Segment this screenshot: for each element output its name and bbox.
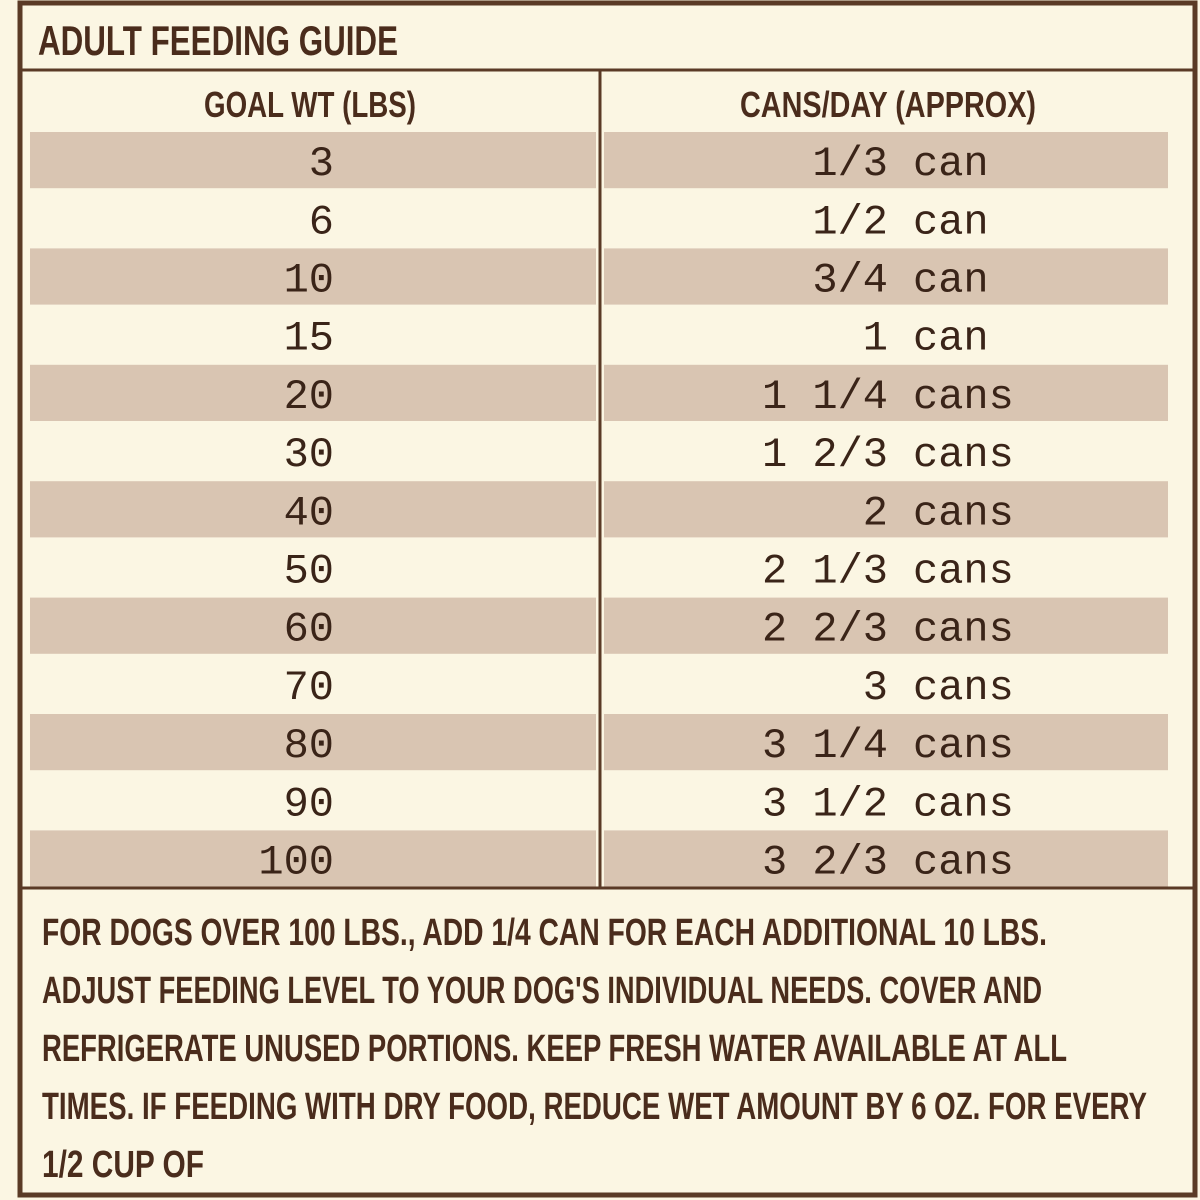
table-body: 3 1/3 can 6 1/2 can 10 3/4 can 15 1 can 20 1 1/4 cans 3… [30,132,1168,887]
row-stripe [604,481,1168,538]
column-header: GOAL WT (LBS) [204,84,416,125]
amount-cell: 1 2/3 [762,431,888,479]
row-stripe [604,830,1168,887]
unit-cell: cans [913,373,1014,421]
amount-cell: 2 2/3 [762,606,888,654]
column-header: CANS/DAY (APPROX) [740,84,1036,125]
row-stripe [30,597,596,654]
row-stripe [604,132,1168,189]
unit-cell: can [913,257,989,305]
unit-cell: cans [913,489,1014,537]
weight-cell: 20 [284,373,334,421]
weight-cell: 70 [284,664,334,712]
row-stripe [30,132,596,189]
title: ADULT FEEDING GUIDE [38,17,398,64]
footer: FOR DOGS OVER 100 LBS., ADD 1/4 CAN FOR … [42,912,1147,1186]
amount-cell: 3 [863,664,888,712]
weight-cell: 15 [284,315,334,363]
amount-cell: 2 1/3 [762,548,888,596]
weight-cell: 100 [258,839,334,887]
row-stripe [604,364,1168,421]
row-stripe [30,364,596,421]
amount-cell: 1 [863,315,888,363]
weight-cell: 80 [284,722,334,770]
amount-cell: 3 2/3 [762,839,888,887]
amount-cell: 1 1/4 [762,373,888,421]
footer-line: FOR DOGS OVER 100 LBS., ADD 1/4 CAN FOR … [42,912,1047,954]
weight-cell: 40 [284,489,334,537]
row-stripe [604,597,1168,654]
weight-cell: 50 [284,548,334,596]
unit-cell: cans [913,606,1014,654]
weight-cell: 60 [284,606,334,654]
unit-cell: cans [913,548,1014,596]
unit-cell: can [913,315,989,363]
unit-cell: cans [913,839,1014,887]
amount-cell: 3 1/4 [762,722,888,770]
amount-cell: 2 [863,489,888,537]
amount-cell: 1/3 [812,140,888,188]
footer-line: 1/2 CUP OF [42,1144,204,1186]
outer-border [17,0,1198,1198]
weight-cell: 3 [309,140,334,188]
unit-cell: cans [913,664,1014,712]
unit-cell: can [913,198,989,246]
amount-cell: 3/4 [812,257,888,305]
unit-cell: cans [913,722,1014,770]
footer-line: REFRIGERATE UNUSED PORTIONS. KEEP FRESH … [42,1028,1067,1070]
footer-line: TIMES. IF FEEDING WITH DRY FOOD, REDUCE … [42,1086,1147,1128]
row-stripe [30,248,596,305]
footer-line: ADJUST FEEDING LEVEL TO YOUR DOG'S INDIV… [42,970,1042,1012]
weight-cell: 6 [309,198,334,246]
amount-cell: 3 1/2 [762,780,888,828]
weight-cell: 10 [284,257,334,305]
unit-cell: cans [913,431,1014,479]
row-stripe [30,481,596,538]
amount-cell: 1/2 [812,198,888,246]
unit-cell: cans [913,780,1014,828]
row-stripe [604,248,1168,305]
row-stripe [604,714,1168,771]
unit-cell: can [913,140,989,188]
weight-cell: 30 [284,431,334,479]
row-stripe [30,830,596,887]
row-stripe [30,714,596,771]
weight-cell: 90 [284,780,334,828]
